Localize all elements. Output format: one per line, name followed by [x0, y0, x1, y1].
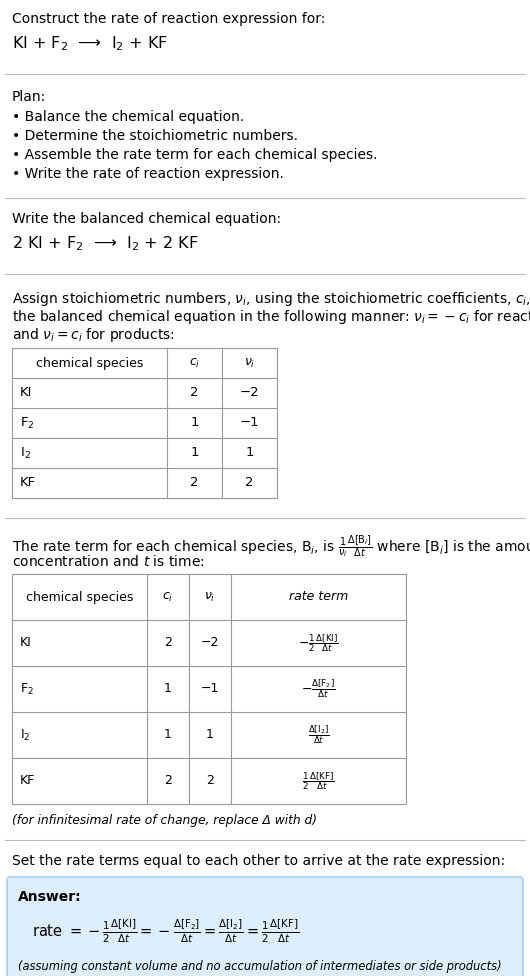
Text: 1: 1 — [190, 417, 199, 429]
Text: $\frac{\Delta[\mathrm{I_2}]}{\Delta t}$: $\frac{\Delta[\mathrm{I_2}]}{\Delta t}$ — [308, 723, 329, 747]
Text: $\nu_i$: $\nu_i$ — [204, 590, 216, 603]
Text: $c_i$: $c_i$ — [189, 356, 200, 370]
Text: 2 KI + F$_2$  ⟶  I$_2$ + 2 KF: 2 KI + F$_2$ ⟶ I$_2$ + 2 KF — [12, 234, 198, 253]
Text: 1: 1 — [190, 446, 199, 460]
Text: 2: 2 — [190, 386, 199, 399]
Text: 2: 2 — [190, 476, 199, 490]
Text: Set the rate terms equal to each other to arrive at the rate expression:: Set the rate terms equal to each other t… — [12, 854, 505, 868]
Text: −2: −2 — [240, 386, 259, 399]
Text: The rate term for each chemical species, B$_i$, is $\frac{1}{\nu_i}\frac{\Delta[: The rate term for each chemical species,… — [12, 534, 530, 560]
Text: (assuming constant volume and no accumulation of intermediates or side products): (assuming constant volume and no accumul… — [18, 960, 501, 973]
Text: Answer:: Answer: — [18, 890, 82, 904]
Text: 1: 1 — [206, 728, 214, 742]
FancyBboxPatch shape — [7, 877, 523, 976]
Text: • Balance the chemical equation.: • Balance the chemical equation. — [12, 110, 244, 124]
Text: F$_2$: F$_2$ — [20, 416, 34, 430]
Text: concentration and $t$ is time:: concentration and $t$ is time: — [12, 554, 205, 569]
Text: F$_2$: F$_2$ — [20, 681, 34, 697]
Text: 2: 2 — [164, 636, 172, 649]
Text: Assign stoichiometric numbers, $\nu_i$, using the stoichiometric coefficients, $: Assign stoichiometric numbers, $\nu_i$, … — [12, 290, 530, 308]
Text: rate term: rate term — [289, 590, 348, 603]
Text: $-\frac{\Delta[\mathrm{F_2}]}{\Delta t}$: $-\frac{\Delta[\mathrm{F_2}]}{\Delta t}$ — [301, 677, 336, 701]
Text: KF: KF — [20, 775, 36, 788]
Text: Plan:: Plan: — [12, 90, 46, 104]
Text: 1: 1 — [245, 446, 254, 460]
Text: $\frac{1}{2}\frac{\Delta[\mathrm{KF}]}{\Delta t}$: $\frac{1}{2}\frac{\Delta[\mathrm{KF}]}{\… — [302, 770, 335, 792]
Bar — [12, 348, 277, 498]
Text: Construct the rate of reaction expression for:: Construct the rate of reaction expressio… — [12, 12, 325, 26]
Text: • Assemble the rate term for each chemical species.: • Assemble the rate term for each chemic… — [12, 148, 377, 162]
Text: −1: −1 — [240, 417, 259, 429]
Text: −1: −1 — [201, 682, 219, 696]
Text: 2: 2 — [206, 775, 214, 788]
Text: 1: 1 — [164, 728, 172, 742]
Text: KF: KF — [20, 476, 36, 490]
Text: 2: 2 — [245, 476, 254, 490]
Text: rate $= -\frac{1}{2}\frac{\Delta[\mathrm{KI}]}{\Delta t} = -\frac{\Delta[\mathrm: rate $= -\frac{1}{2}\frac{\Delta[\mathrm… — [32, 918, 299, 946]
Text: KI: KI — [20, 386, 32, 399]
Text: chemical species: chemical species — [26, 590, 133, 603]
Text: the balanced chemical equation in the following manner: $\nu_i = -c_i$ for react: the balanced chemical equation in the fo… — [12, 308, 530, 326]
Text: $\nu_i$: $\nu_i$ — [244, 356, 255, 370]
Text: (for infinitesimal rate of change, replace Δ with d): (for infinitesimal rate of change, repla… — [12, 814, 317, 827]
Text: I$_2$: I$_2$ — [20, 445, 31, 461]
Text: KI + F$_2$  ⟶  I$_2$ + KF: KI + F$_2$ ⟶ I$_2$ + KF — [12, 34, 168, 53]
Text: $-\frac{1}{2}\frac{\Delta[\mathrm{KI}]}{\Delta t}$: $-\frac{1}{2}\frac{\Delta[\mathrm{KI}]}{… — [298, 632, 339, 654]
Text: • Determine the stoichiometric numbers.: • Determine the stoichiometric numbers. — [12, 129, 298, 143]
Text: 1: 1 — [164, 682, 172, 696]
Text: 2: 2 — [164, 775, 172, 788]
Bar — [12, 574, 406, 804]
Text: • Write the rate of reaction expression.: • Write the rate of reaction expression. — [12, 167, 284, 181]
Text: chemical species: chemical species — [36, 356, 143, 370]
Text: $c_i$: $c_i$ — [162, 590, 174, 603]
Text: I$_2$: I$_2$ — [20, 727, 30, 743]
Text: KI: KI — [20, 636, 32, 649]
Text: −2: −2 — [201, 636, 219, 649]
Text: Write the balanced chemical equation:: Write the balanced chemical equation: — [12, 212, 281, 226]
Text: and $\nu_i = c_i$ for products:: and $\nu_i = c_i$ for products: — [12, 326, 175, 344]
